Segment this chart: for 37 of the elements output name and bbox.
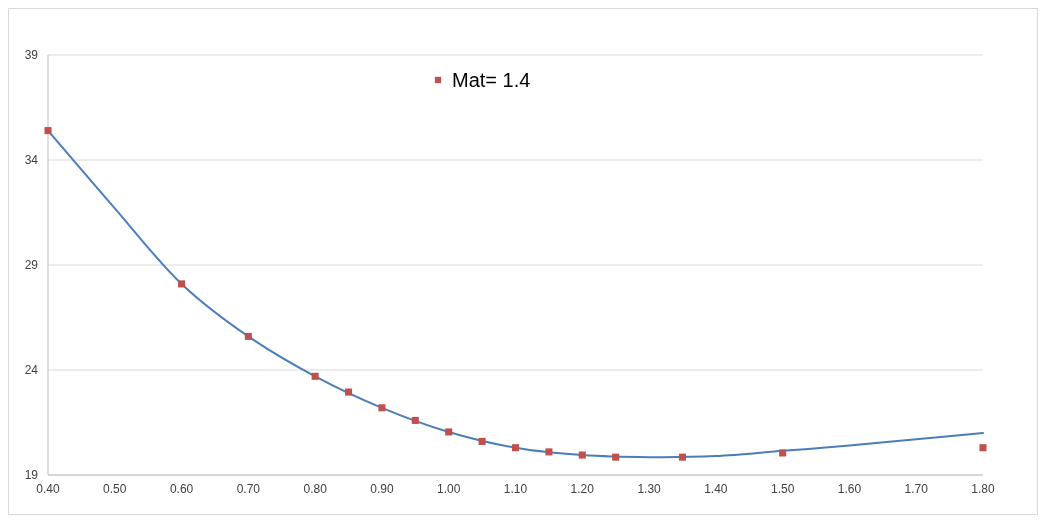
point [478,437,486,445]
point [779,449,787,457]
legend-label: Mat= 1.4 [452,69,531,91]
point [545,448,553,456]
point [345,388,353,396]
x-tick-label: 1.10 [503,482,528,496]
x-tick-label: 1.30 [637,482,662,496]
x-tick-label: 1.40 [704,482,728,496]
y-tick-label: 39 [24,48,39,63]
y-tick-label: 24 [24,363,39,378]
point [44,127,52,135]
y-tick-label: 19 [24,468,39,483]
point [378,404,386,412]
point [178,280,186,288]
x-tick-label: 0.50 [103,482,127,496]
x-tick-label: 1.80 [971,482,995,496]
x-tick-label: 1.00 [437,482,461,496]
x-tick-label: 0.40 [36,482,60,496]
x-tick-label: 0.60 [169,482,194,496]
x-tick-label: 1.20 [570,482,595,496]
point [511,444,520,452]
point [445,428,453,436]
point [612,453,620,461]
x-tick-label: 0.80 [303,482,328,496]
y-tick-label: 34 [24,153,39,168]
x-tick-label: 1.70 [904,482,929,496]
point [578,451,586,459]
x-tick-label: 0.90 [370,482,394,496]
y-tick-label: 29 [24,258,39,273]
point [678,453,686,461]
point [979,444,987,452]
point [244,332,252,340]
x-tick-label: 0.70 [236,482,261,496]
point [311,372,319,380]
x-tick-label: 1.50 [770,482,795,496]
point [411,416,419,424]
x-tick-label: 1.60 [837,482,862,496]
